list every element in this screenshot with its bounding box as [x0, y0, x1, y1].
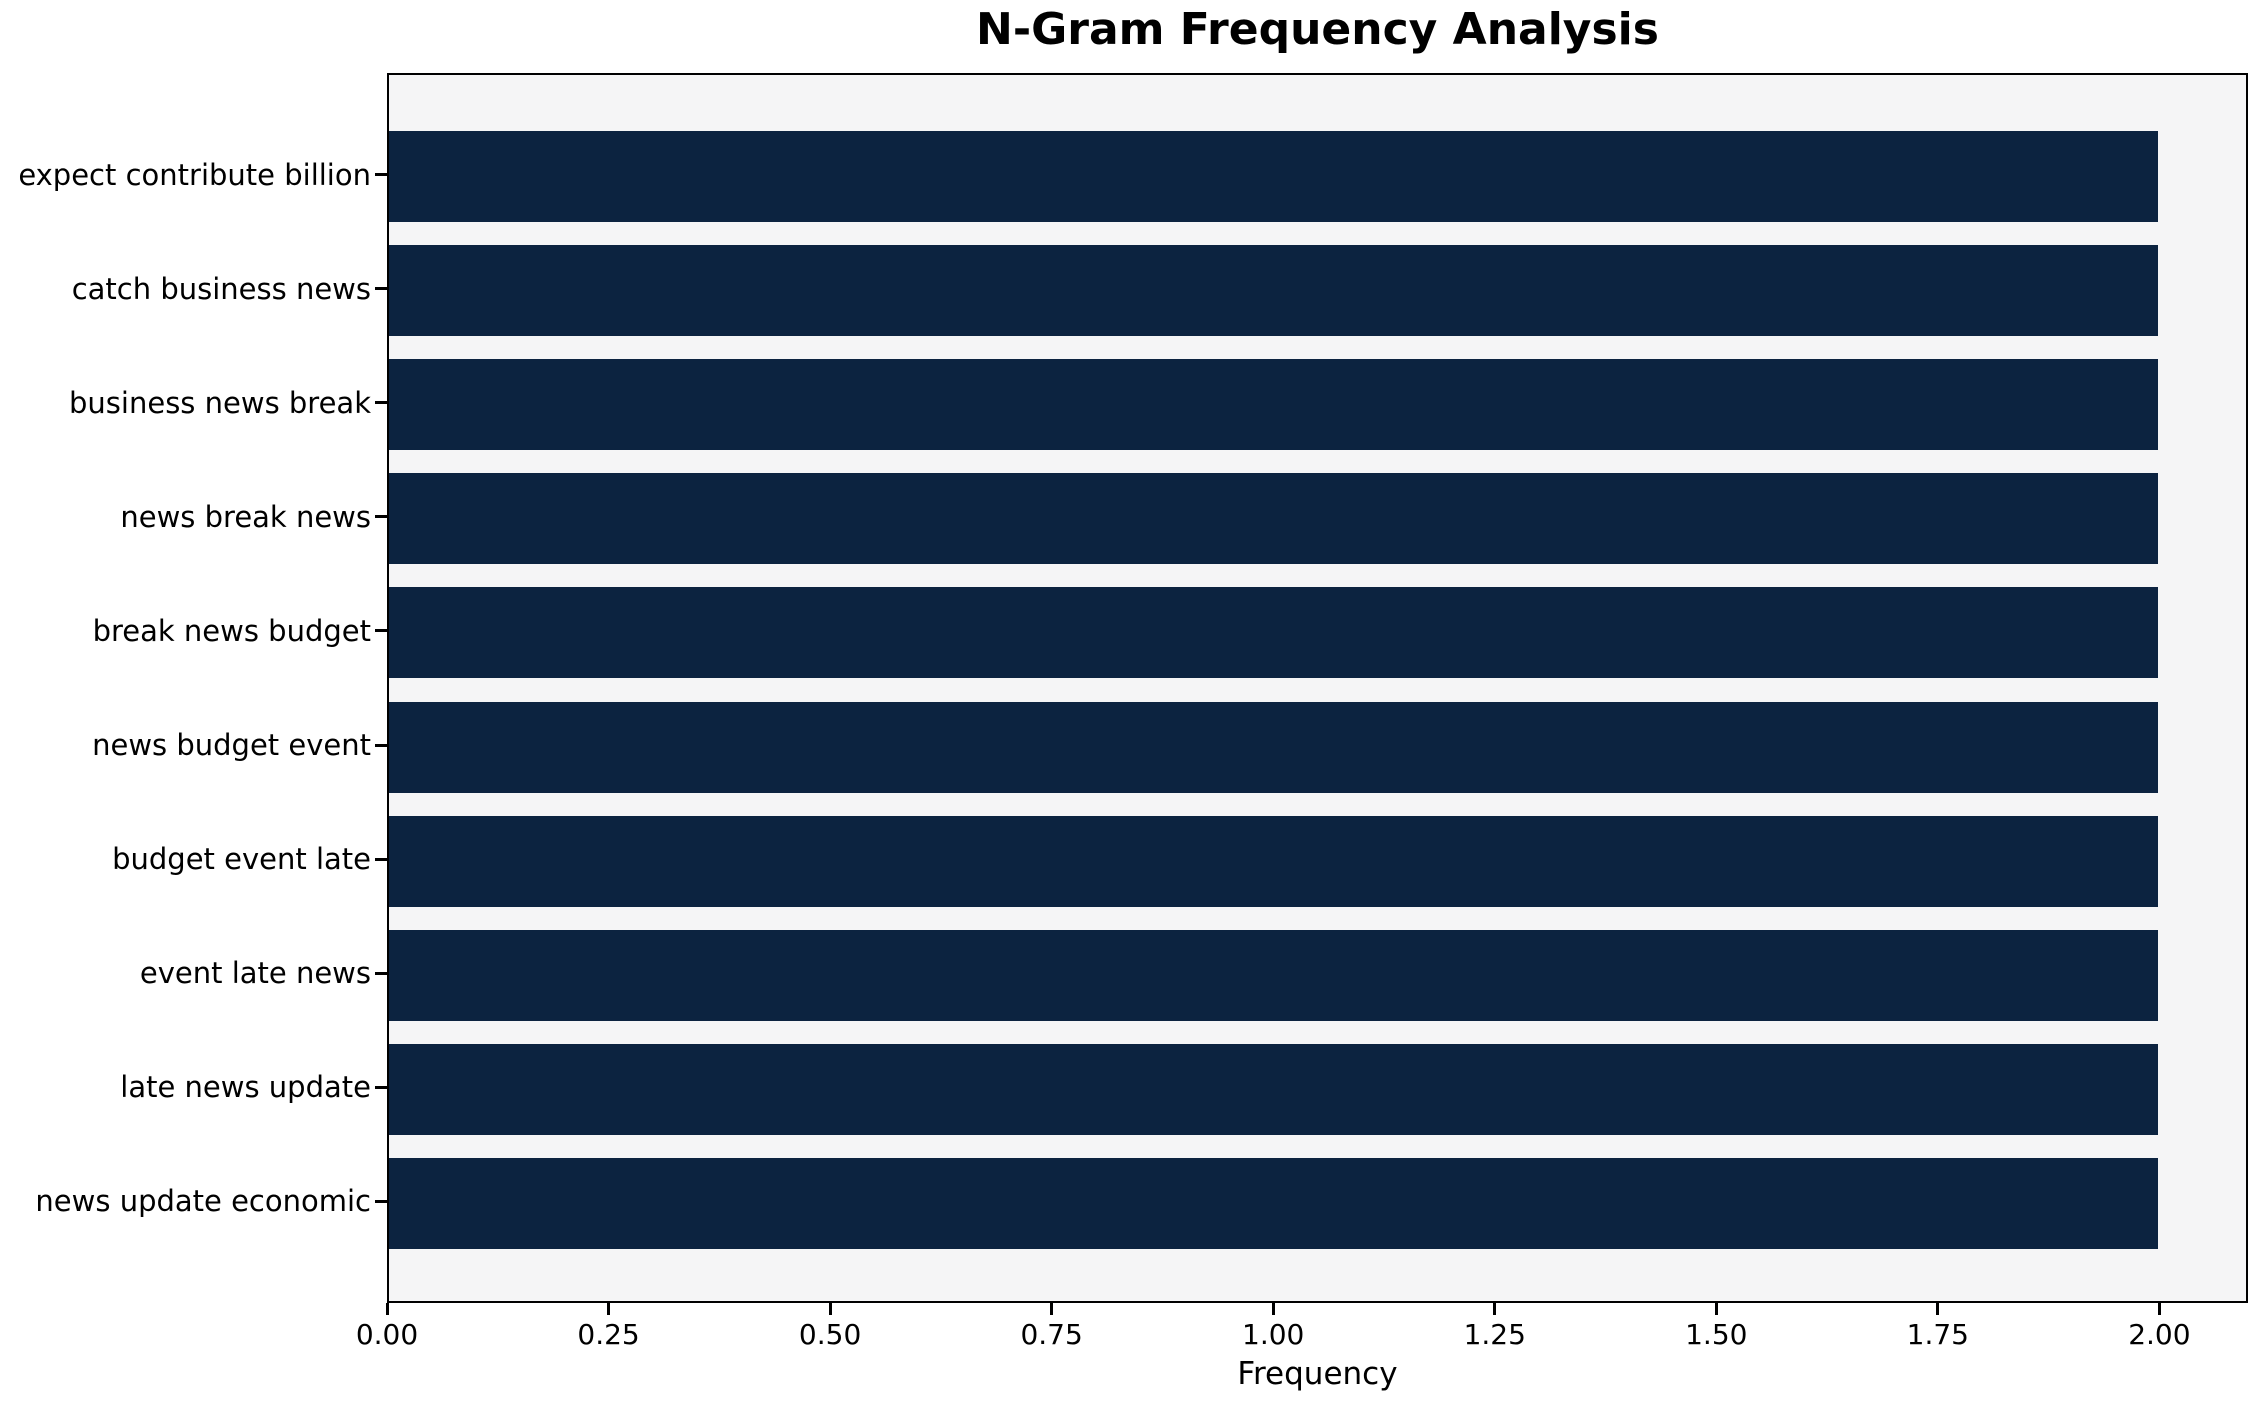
x-tick-mark — [1271, 1303, 1275, 1315]
bar — [389, 1043, 2158, 1135]
y-tick-label: news budget event — [92, 728, 371, 763]
x-tick-mark — [1936, 1303, 1940, 1315]
x-tick-mark — [1493, 1303, 1497, 1315]
chart-title: N-Gram Frequency Analysis — [976, 4, 1659, 55]
x-tick-mark — [607, 1303, 611, 1315]
x-tick-label: 0.00 — [355, 1318, 419, 1351]
bars-layer — [389, 75, 2246, 1301]
x-tick-mark — [385, 1303, 389, 1315]
y-tick-label: event late news — [139, 956, 371, 991]
x-tick-mark — [828, 1303, 832, 1315]
y-tick-label: budget event late — [112, 842, 371, 877]
y-tick-mark — [375, 629, 387, 633]
y-tick-mark — [375, 173, 387, 176]
y-tick-mark — [375, 287, 387, 291]
bar — [389, 1157, 2158, 1249]
y-tick-mark — [375, 1199, 387, 1203]
bar — [389, 701, 2158, 793]
x-tick-mark — [1050, 1303, 1054, 1315]
bar — [389, 245, 2158, 337]
y-tick-mark — [375, 857, 387, 861]
bar — [389, 929, 2158, 1021]
x-tick-label: 1.00 — [1242, 1318, 1305, 1351]
y-tick-label: expect contribute billion — [18, 157, 371, 192]
y-tick-label: news update economic — [35, 1184, 371, 1219]
y-tick-mark — [375, 401, 387, 405]
y-tick-mark — [375, 1085, 387, 1089]
x-tick-label: 1.75 — [1906, 1318, 1969, 1351]
bar — [389, 131, 2158, 222]
y-tick-label: news break news — [120, 499, 371, 534]
y-tick-mark — [375, 743, 387, 747]
x-tick-label: 0.25 — [577, 1318, 640, 1351]
x-tick-label: 0.75 — [1020, 1318, 1083, 1351]
y-tick-mark — [375, 971, 387, 975]
plot-area — [387, 73, 2248, 1303]
y-tick-label: business news break — [69, 385, 371, 420]
bar — [389, 359, 2158, 451]
x-tick-mark — [2157, 1303, 2161, 1315]
y-tick-mark — [375, 515, 387, 519]
x-tick-label: 1.50 — [1685, 1318, 1748, 1351]
x-tick-mark — [1714, 1303, 1718, 1315]
y-tick-label: break news budget — [92, 613, 371, 648]
x-tick-label: 1.25 — [1463, 1318, 1526, 1351]
x-tick-label: 2.00 — [2128, 1318, 2191, 1351]
x-axis-title: Frequency — [1237, 1356, 1398, 1392]
bar — [389, 473, 2158, 565]
y-tick-label: catch business news — [71, 271, 371, 306]
y-tick-label: late news update — [120, 1070, 371, 1105]
bar — [389, 815, 2158, 907]
bar — [389, 587, 2158, 679]
x-tick-label: 0.50 — [798, 1318, 862, 1351]
